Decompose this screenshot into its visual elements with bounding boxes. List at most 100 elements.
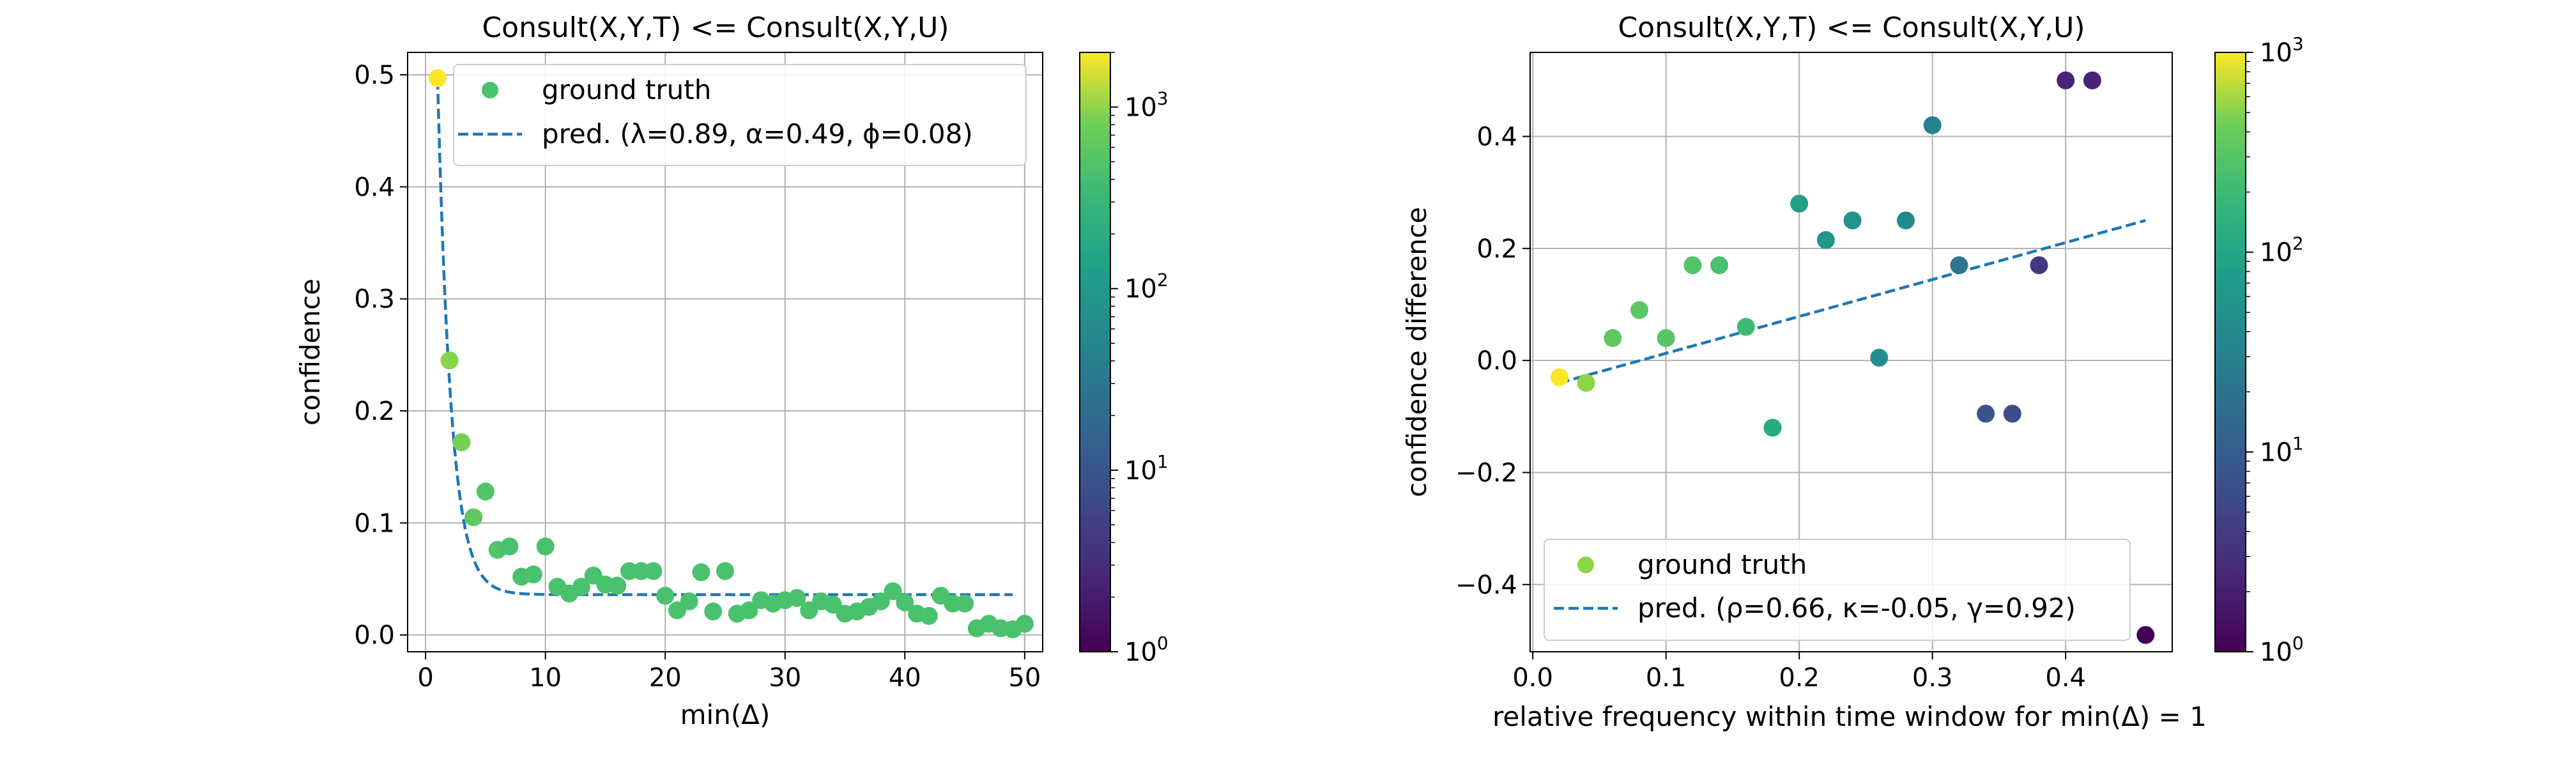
data-point — [428, 69, 447, 88]
colorbar-tick-label: 102 — [2260, 233, 2304, 268]
x-axis-label: relative frequency within time window fo… — [1492, 701, 2207, 732]
colorbar-tick-label: 100 — [1124, 633, 1169, 667]
x-axis-label: min(Δ) — [680, 699, 770, 730]
colorbar-tick-exponent: 0 — [2292, 633, 2304, 654]
x-tick-label: 30 — [769, 663, 801, 693]
data-point — [2030, 256, 2048, 275]
data-point — [1015, 615, 1034, 633]
data-point — [680, 592, 698, 611]
legend: ground truth pred. (λ=0.89, α=0.49, ϕ=0.… — [453, 64, 1027, 166]
colorbar-tick-exponent: 1 — [2292, 433, 2304, 454]
y-tick-label: 0.4 — [354, 173, 395, 202]
data-point — [1683, 256, 1702, 275]
x-tick-label: 0.3 — [1912, 663, 1953, 693]
y-tick-label: 0.0 — [354, 621, 395, 650]
y-tick-label: 0.0 — [1476, 346, 1517, 376]
data-point — [740, 601, 758, 620]
colorbar-tick-exponent: 2 — [1157, 270, 1169, 291]
data-point — [608, 576, 627, 595]
data-point — [1736, 318, 1755, 336]
data-point — [2083, 71, 2101, 89]
colorbar-tick-base: 10 — [1124, 456, 1157, 486]
plot-frame — [407, 52, 1043, 652]
y-tick-label: 0.5 — [354, 61, 395, 90]
data-point — [704, 602, 723, 620]
data-point — [2136, 626, 2155, 644]
data-point — [1977, 404, 1995, 423]
colorbar-tick-label: 102 — [1124, 270, 1169, 304]
data-point — [1843, 211, 1862, 229]
data-point — [1896, 211, 1915, 229]
data-point — [572, 578, 590, 596]
x-tick-label: 0.2 — [1779, 663, 1820, 693]
colorbar-tick-label: 101 — [1124, 451, 1169, 486]
data-point — [1870, 348, 1889, 367]
data-point — [871, 592, 890, 611]
plot-frame — [1529, 52, 2173, 652]
colorbar-tick-label: 101 — [2260, 433, 2304, 467]
data-point — [956, 594, 974, 613]
colorbar-tick-label: 103 — [2260, 33, 2304, 68]
legend-label-ground-truth: ground truth — [542, 74, 711, 105]
colorbar-tick-base: 10 — [2260, 238, 2292, 268]
x-tick-label: 0 — [417, 663, 433, 693]
x-tick-label: 0.0 — [1512, 663, 1553, 693]
legend-marker-ground-truth — [1577, 557, 1594, 573]
y-tick-label: 0.2 — [354, 397, 395, 426]
colorbar-tick-base: 10 — [2260, 638, 2292, 667]
y-tick-label: −0.2 — [1455, 458, 1517, 488]
colorbar-tick-base: 10 — [1124, 638, 1157, 667]
y-tick-label: 0.2 — [1476, 235, 1517, 264]
legend-box — [1544, 539, 2131, 641]
colorbar-tick-exponent: 1 — [1157, 451, 1169, 472]
left-scatter-chart: Consult(X,Y,T) <= Consult(X,Y,U) 0 10 20 30… — [295, 12, 1169, 730]
data-point — [692, 563, 710, 581]
legend-box — [453, 64, 1027, 166]
data-point — [440, 351, 459, 370]
data-point — [884, 582, 902, 601]
data-point — [1790, 194, 1809, 213]
legend-label-prediction: pred. (λ=0.89, α=0.49, ϕ=0.08) — [542, 118, 973, 150]
legend: ground truth pred. (ρ=0.66, κ=-0.05, γ=0… — [1544, 539, 2131, 641]
legend-marker-ground-truth — [482, 82, 498, 98]
data-point — [452, 433, 471, 452]
colorbar-gradient — [1079, 52, 1111, 652]
colorbar-tick-base: 10 — [2260, 438, 2292, 467]
x-tick-label: 20 — [649, 663, 682, 693]
data-point — [1577, 374, 1595, 392]
chart-title: Consult(X,Y,T) <= Consult(X,Y,U) — [1618, 12, 2085, 44]
data-point — [656, 587, 675, 605]
data-point — [1630, 301, 1648, 319]
colorbar-tick-exponent: 2 — [2292, 233, 2304, 254]
x-tick-label: 0.4 — [2045, 663, 2086, 693]
prediction-line — [1559, 219, 2146, 385]
data-point — [644, 562, 663, 580]
data-point — [919, 606, 938, 625]
data-point — [1950, 256, 1968, 275]
data-point — [464, 508, 483, 527]
y-tick-label: 0.1 — [354, 509, 395, 538]
colorbar-tick-base: 10 — [2260, 38, 2292, 68]
colorbar-gradient — [2214, 52, 2246, 652]
y-axis-label: confidence difference — [1401, 207, 1432, 497]
data-point — [536, 537, 555, 556]
x-tick-label: 0.1 — [1646, 663, 1687, 693]
colorbar-tick-label: 100 — [2260, 633, 2304, 667]
colorbar-tick-exponent: 0 — [1157, 633, 1169, 654]
y-tick-label: −0.4 — [1455, 571, 1517, 600]
x-tick-label: 40 — [889, 663, 921, 693]
chart-title: Consult(X,Y,T) <= Consult(X,Y,U) — [482, 12, 949, 44]
data-point — [1604, 329, 1622, 348]
data-point — [788, 589, 806, 607]
data-point — [716, 562, 734, 580]
x-tick-label: 10 — [529, 663, 562, 693]
data-point — [476, 482, 494, 501]
y-tick-label: 0.4 — [1476, 122, 1517, 151]
prediction-line — [436, 79, 1013, 596]
data-point — [2003, 404, 2021, 423]
y-axis-label: confidence — [295, 279, 326, 426]
